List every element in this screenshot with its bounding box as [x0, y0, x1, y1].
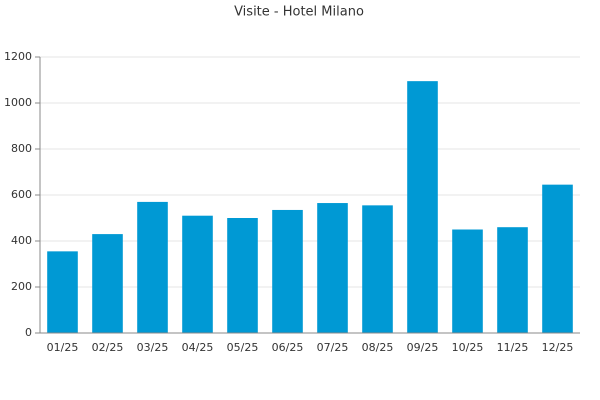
x-tick-label: 06/25 [272, 341, 304, 354]
bar [92, 234, 123, 333]
bar [47, 251, 78, 333]
x-tick-label: 02/25 [92, 341, 124, 354]
y-tick-label: 600 [11, 188, 32, 201]
bar [452, 229, 483, 333]
x-tick-label: 08/25 [362, 341, 394, 354]
x-tick-label: 03/25 [137, 341, 169, 354]
bar [497, 227, 528, 333]
y-tick-label: 1200 [4, 50, 32, 63]
x-tick-label: 04/25 [182, 341, 214, 354]
x-tick-label: 09/25 [407, 341, 439, 354]
chart-title: Visite - Hotel Milano [234, 5, 364, 20]
y-tick-label: 200 [11, 280, 32, 293]
bar [362, 205, 393, 333]
bar [137, 201, 168, 333]
y-tick-label: 1000 [4, 96, 32, 109]
y-tick-label: 400 [11, 234, 32, 247]
bar [407, 81, 438, 334]
bar [182, 215, 213, 333]
bar [272, 209, 303, 333]
x-tick-label: 01/25 [47, 341, 79, 354]
x-tick-label: 12/25 [542, 341, 574, 354]
y-tick-label: 800 [11, 142, 32, 155]
x-tick-label: 05/25 [227, 341, 259, 354]
x-tick-label: 07/25 [317, 341, 349, 354]
bar [227, 218, 258, 333]
bar [542, 184, 573, 333]
y-tick-label: 0 [25, 326, 32, 339]
x-tick-label: 11/25 [497, 341, 529, 354]
x-tick-label: 10/25 [452, 341, 484, 354]
bar [317, 203, 348, 333]
